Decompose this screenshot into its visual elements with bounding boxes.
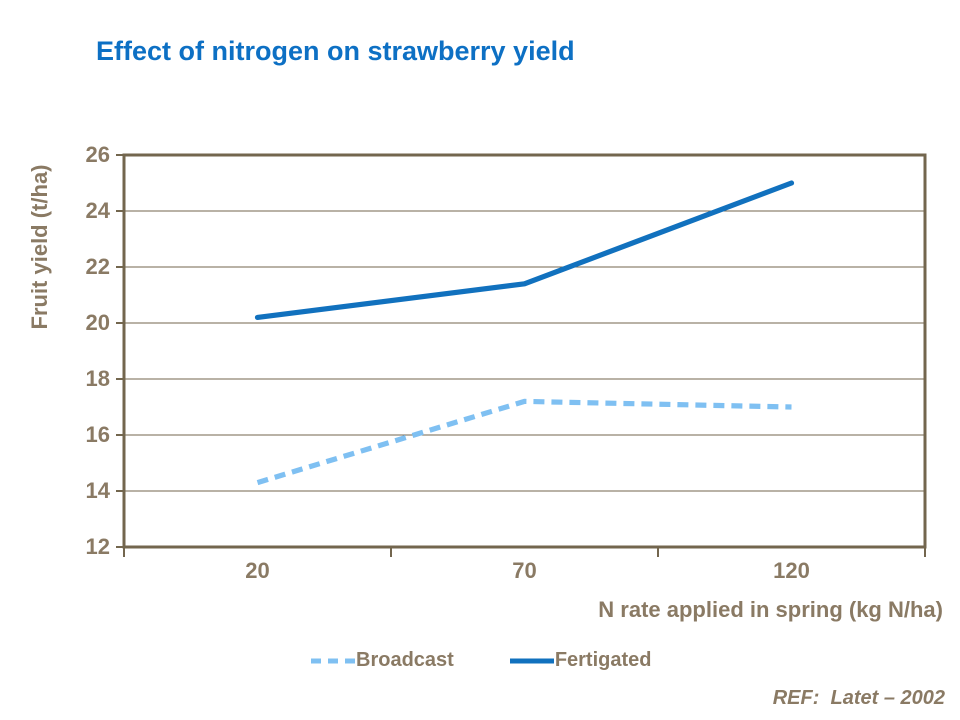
chart-legend: Broadcast Fertigated [310, 649, 652, 672]
x-tick-label: 20 [245, 558, 270, 583]
y-tick-label: 18 [85, 366, 110, 391]
x-tick-label: 70 [512, 558, 537, 583]
x-axis-title: N rate applied in spring (kg N/ha) [598, 597, 943, 622]
series-fertigated [254, 180, 795, 320]
legend-swatch-dashed [311, 658, 355, 663]
legend-label: Fertigated [554, 649, 652, 671]
y-tick-label: 20 [85, 310, 110, 335]
y-tick-label: 12 [85, 534, 110, 559]
series-broadcast [256, 398, 792, 486]
y-axis-title: Fruit yield (t/ha) [27, 164, 52, 330]
legend-item-broadcast: Broadcast [310, 649, 454, 672]
y-tick-label: 26 [85, 142, 110, 167]
y-tick-label: 16 [85, 422, 110, 447]
y-tick-label: 24 [85, 198, 110, 223]
legend-item-fertigated: Fertigated [509, 649, 652, 672]
x-tick-label: 120 [773, 558, 810, 583]
y-tick-label: 14 [85, 478, 110, 503]
y-tick-label: 22 [85, 254, 110, 279]
chart-title: Effect of nitrogen on strawberry yield [96, 36, 575, 66]
reference-note: REF: Latet – 2002 [772, 687, 945, 709]
legend-swatch-solid [509, 658, 554, 663]
line-chart-plot-area [116, 153, 927, 557]
legend-label: Broadcast [356, 649, 454, 671]
